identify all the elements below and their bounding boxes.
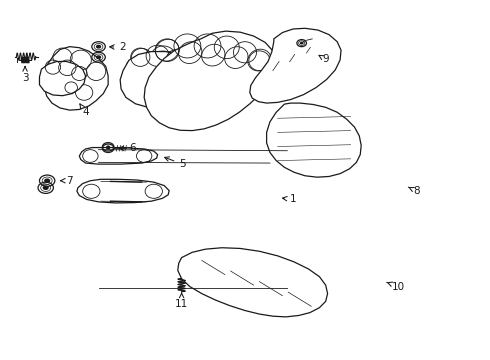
Polygon shape xyxy=(40,62,86,96)
Polygon shape xyxy=(178,248,328,317)
Text: 4: 4 xyxy=(80,104,89,117)
Text: 6: 6 xyxy=(119,143,135,153)
Circle shape xyxy=(106,145,110,148)
Text: 2: 2 xyxy=(110,42,126,52)
Polygon shape xyxy=(79,148,158,164)
Text: 3: 3 xyxy=(22,67,28,83)
Polygon shape xyxy=(44,47,108,110)
Text: 8: 8 xyxy=(408,186,420,196)
Text: 11: 11 xyxy=(175,293,188,309)
Polygon shape xyxy=(124,51,201,106)
Text: 7: 7 xyxy=(60,176,73,186)
Text: 10: 10 xyxy=(387,282,405,292)
Polygon shape xyxy=(144,31,276,131)
Text: 5: 5 xyxy=(165,157,186,169)
Circle shape xyxy=(96,45,101,49)
Polygon shape xyxy=(250,28,341,103)
Polygon shape xyxy=(267,103,361,177)
Circle shape xyxy=(43,185,49,190)
Circle shape xyxy=(44,179,50,183)
Text: 1: 1 xyxy=(283,194,296,204)
Polygon shape xyxy=(77,179,169,203)
Circle shape xyxy=(106,147,110,150)
Circle shape xyxy=(96,55,101,59)
Circle shape xyxy=(300,42,304,45)
Polygon shape xyxy=(120,51,197,107)
Text: 9: 9 xyxy=(319,54,329,64)
